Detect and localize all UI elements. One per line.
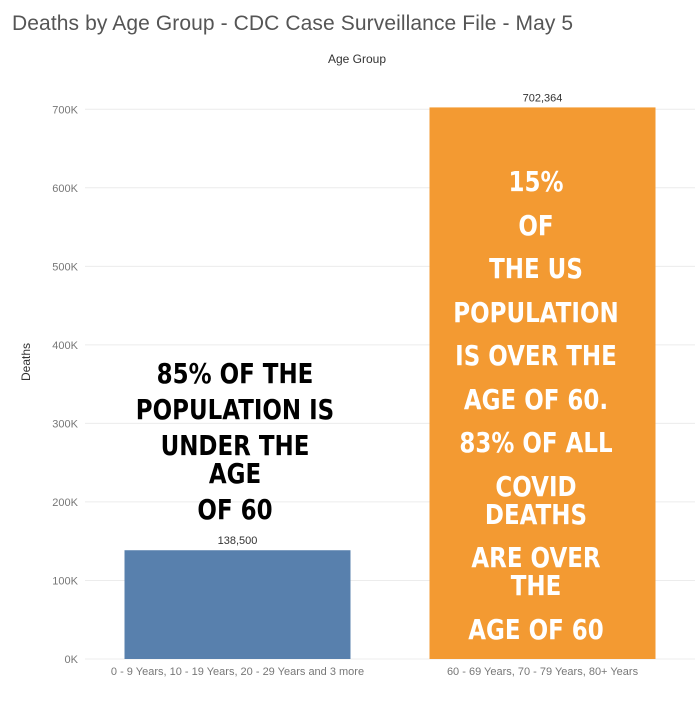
annotation-line: 83% OF ALL — [459, 426, 613, 459]
annotation-line: THE US — [489, 252, 583, 285]
bar-value-label: 138,500 — [218, 535, 258, 547]
annotation-line: 15% — [508, 165, 564, 198]
over-60-annotation: 15% OF THE US POPULATION IS OVER THE AGE… — [443, 168, 628, 659]
annotation-line: ARE OVER THE — [471, 541, 601, 602]
y-tick-label: 700K — [52, 104, 78, 116]
annotation-line: AGE OF 60 — [468, 612, 604, 646]
y-tick-label: 100K — [52, 575, 78, 587]
annotation-line: IS OVER THE — [455, 339, 617, 372]
annotation-line: AGE OF 60. — [463, 382, 609, 416]
x-axis-title: Age Group — [328, 52, 386, 66]
annotation-line: OF 60 — [197, 493, 273, 526]
bar — [429, 107, 656, 659]
x-category-label: 60 - 69 Years, 70 - 79 Years, 80+ Years — [447, 666, 639, 678]
y-tick-label: 600K — [52, 183, 78, 195]
y-axis-ticks: 0K 100K 200K 300K 400K 500K 600K 700K — [52, 104, 78, 666]
y-tick-label: 200K — [52, 497, 78, 509]
annotation-line: POPULATION IS — [135, 393, 335, 426]
y-axis-title: Deaths — [19, 343, 33, 381]
annotation-line: COVID DEATHS — [484, 469, 588, 531]
y-tick-label: 0K — [65, 654, 79, 666]
y-tick-label: 300K — [52, 418, 78, 430]
annotation-line: 85% OF THE — [156, 357, 314, 390]
y-tick-label: 500K — [52, 261, 78, 273]
bar-labels: 138,500 0 - 9 Years, 10 - 19 Years, 20 - … — [111, 92, 639, 678]
page-title: Deaths by Age Group - CDC Case Surveilla… — [12, 12, 574, 35]
x-category-label: 0 - 9 Years, 10 - 19 Years, 20 - 29 Year… — [111, 666, 364, 678]
under-60-annotation: 85% OF THE POPULATION IS UNDER THE AGE O… — [133, 360, 338, 532]
bar-value-label: 702,364 — [523, 92, 563, 104]
bars — [124, 107, 656, 659]
annotation-line: POPULATION — [453, 295, 619, 329]
bar — [124, 550, 351, 659]
annotation-line: OF — [518, 208, 554, 242]
annotation-line: UNDER THE AGE — [160, 429, 310, 490]
y-tick-label: 400K — [52, 340, 78, 352]
